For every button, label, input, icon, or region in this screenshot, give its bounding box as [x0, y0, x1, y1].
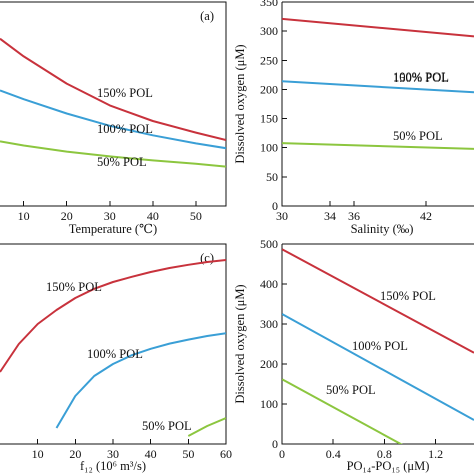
panel-c-line-150: [0, 259, 226, 373]
panel-d-x-tick-label: 0: [279, 447, 285, 461]
panel-b-salinity: Salinity (‰) Dissolved oxygen (μM) 30 34 3…: [233, 0, 474, 236]
panel-d-y-tick-label: 200: [260, 357, 278, 371]
panel-b-label-100: 100% POL: [393, 70, 449, 84]
panel-a-label-50: 50% POL: [97, 155, 147, 169]
panel-b-y-tick-label: 200: [260, 82, 278, 96]
panel-d-y-axis-title: Dissolved oxygen (μM): [233, 284, 247, 403]
panel-d-y-tick-label: 100: [260, 397, 278, 411]
panel-d-x-tick-label: 1.2: [428, 447, 443, 461]
panel-c-line-100: [55, 332, 226, 429]
panel-b-y-tick-label: 100: [260, 141, 278, 155]
panel-a-frame: [0, 1, 227, 207]
panel-a-x-tick-label: 10: [18, 209, 30, 223]
panel-b-x-tick-label: 34: [324, 209, 336, 223]
panel-c-x-tick-label: 30: [107, 447, 119, 461]
panel-b-y-tick-label: 250: [260, 53, 278, 67]
panel-c-x-tick-label: 50: [182, 447, 194, 461]
panel-b-series: [282, 17, 474, 150]
panel-d-y-tick-label: 500: [260, 237, 278, 251]
panel-d-phosphate: PO₁₄-PO₁₅ (μM) Dissolved oxygen (μM) 0 0.…: [233, 237, 474, 473]
panel-c-label-150: 150% POL: [46, 280, 102, 294]
panel-c-x-ticks: 10 20 30 40 50 60: [32, 439, 232, 461]
panel-c-x-tick-label: 10: [32, 447, 44, 461]
panel-d-label-100: 100% POL: [352, 339, 408, 353]
panel-d-x-tick-label: 0.4: [326, 447, 341, 461]
panel-a-x-axis-title: Temperature (℃): [69, 222, 157, 236]
panel-b-y-axis-title: Dissolved oxygen (μM): [233, 44, 247, 163]
panel-c-label-50: 50% POL: [142, 419, 192, 433]
panel-b-y-tick-label: 350: [260, 0, 278, 9]
panel-c-frame: [0, 243, 227, 445]
panel-d-y-ticks: 0 100 200 300 400 500: [260, 237, 287, 451]
panel-b-x-tick-label: 36: [348, 209, 360, 223]
panel-a-x-ticks: 10 20 30 40 50: [18, 201, 202, 223]
panel-a-label-100: 100% POL: [97, 122, 153, 136]
panel-d-label-50: 50% POL: [326, 383, 376, 397]
panel-a-x-tick-label: 30: [104, 209, 116, 223]
panel-c-label-100: 100% POL: [87, 347, 143, 361]
panel-b-x-tick-label: 42: [420, 209, 432, 223]
panel-c-x-tick-label: 60: [220, 447, 232, 461]
panel-b-y-ticks: 0 50 100 150 200 250 300 350: [260, 0, 287, 213]
panel-d-line-150: [282, 248, 474, 354]
panel-a-temperature: (a) Temperature (℃) 10 20 30 40 50 150% POL …: [0, 1, 227, 236]
panel-b-y-tick-label: 50: [266, 170, 278, 184]
panel-d-series: [282, 248, 474, 444]
panel-b-line-100: [282, 80, 474, 94]
panel-a-x-tick-label: 50: [190, 209, 202, 223]
panel-b-x-axis-title: Salinity (‰): [351, 222, 414, 236]
panel-b-x-tick-label: 30: [276, 209, 288, 223]
panel-d-y-tick-label: 400: [260, 277, 278, 291]
panel-c-x-axis-title: f₁₂ (10⁶ m³/s): [80, 459, 146, 473]
panel-b-frame: [281, 1, 474, 207]
panel-a-series: [0, 37, 226, 168]
panel-c-flux: (c) f₁₂ (10⁶ m³/s) 10 20 30 40 50 60 150% POL…: [0, 243, 232, 473]
panel-b-y-tick-label: 0: [272, 199, 278, 213]
panel-d-x-ticks: 0 0.4 0.8 1.2: [279, 439, 443, 461]
panel-d-x-tick-label: 0.8: [377, 447, 392, 461]
panel-c-x-tick-label: 20: [69, 447, 81, 461]
panel-d-label-150: 150% POL: [380, 289, 436, 303]
panel-b-y-tick-label: 300: [260, 24, 278, 38]
panel-a-label: (a): [200, 9, 214, 23]
panel-a-x-tick-label: 20: [61, 209, 73, 223]
panel-c-series: [0, 259, 226, 437]
panel-b-label-50: 50% POL: [393, 129, 443, 143]
panel-b-y-tick-label: 150: [260, 112, 278, 126]
panel-d-line-100: [282, 313, 474, 421]
panel-d-x-axis-title: PO₁₄-PO₁₅ (μM): [347, 459, 430, 473]
panel-b-x-ticks: 30 34 36 42: [276, 201, 432, 223]
panel-a-line-50: [0, 140, 226, 168]
panel-b-line-50: [282, 142, 474, 150]
panel-d-y-tick-label: 300: [260, 317, 278, 331]
panel-d-y-tick-label: 0: [272, 437, 278, 451]
panel-a-x-tick-label: 40: [147, 209, 159, 223]
panel-c-line-50: [187, 417, 226, 437]
panel-b-line-150: [282, 17, 474, 38]
panel-a-label-150: 150% POL: [97, 86, 153, 100]
panel-a-line-150: [0, 37, 226, 141]
panel-b-label-150: 150% POL: [393, 71, 449, 85]
panel-c-x-tick-label: 40: [145, 447, 157, 461]
panel-d-line-50: [282, 378, 403, 444]
panel-a-line-100: [0, 89, 226, 150]
